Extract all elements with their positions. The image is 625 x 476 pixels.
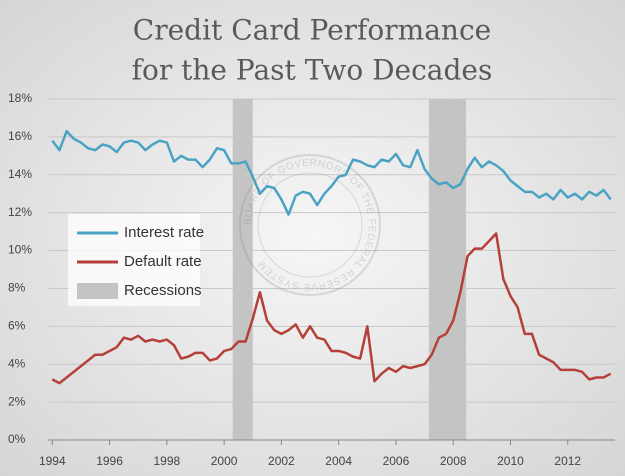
y-tick-label: 10% [8,243,32,257]
series-line [51,232,612,385]
legend-label: Recessions [124,282,202,299]
x-tick-label: 1994 [39,454,66,468]
x-tick-label: 2010 [497,454,524,468]
recession-band [232,99,253,440]
y-tick-label: 12% [8,205,32,219]
legend: Interest rate Default rate Recessions [68,214,204,306]
y-tick-label: 14% [8,167,32,181]
series-line [51,129,612,216]
y-tick-label: 16% [8,129,32,143]
y-tick-label: 6% [8,319,26,333]
legend-label: Interest rate [124,224,204,241]
x-tick-label: 2000 [211,454,238,468]
x-tick-label: 1996 [96,454,123,468]
chart-title: Credit Card Performance [133,14,491,47]
y-tick-label: 8% [8,281,26,295]
recession-band [428,99,467,440]
x-tick-label: 2002 [268,454,295,468]
y-tick-label: 0% [8,432,26,446]
x-tick-label: 1998 [153,454,180,468]
seal-ring [257,172,363,278]
y-tick-label: 4% [8,356,26,370]
seal-ring [239,154,381,296]
legend-swatch [77,283,118,299]
legend-label: Default rate [124,253,202,270]
y-tick-label: 18% [8,91,32,105]
chart-title: for the Past Two Decades [132,54,493,87]
x-tick-label: 2012 [554,454,581,468]
x-tick-label: 2008 [440,454,467,468]
x-tick-label: 2004 [325,454,352,468]
plot-area: 0% 2% 4% 6% 8% 10% 12% 14% 16% 18% 1994 1996 1998 200… [8,91,615,468]
y-tick-label: 2% [8,394,26,408]
x-tick-label: 2006 [383,454,410,468]
